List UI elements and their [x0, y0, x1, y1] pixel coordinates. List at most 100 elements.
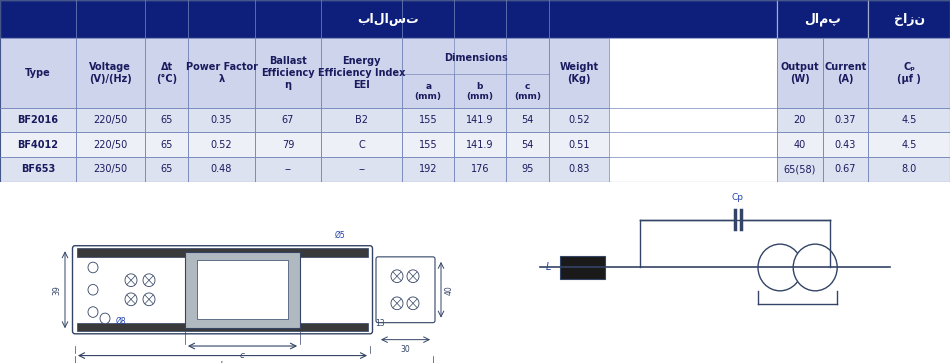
Text: 67: 67 [282, 115, 294, 125]
Bar [188, 157, 255, 182]
Text: 155: 155 [419, 115, 438, 125]
Text: 4.5: 4.5 [902, 140, 917, 150]
Text: 0.37: 0.37 [835, 115, 856, 125]
Circle shape [88, 307, 98, 317]
Text: 0.67: 0.67 [835, 164, 856, 174]
Bar [145, 157, 188, 182]
Bar [197, 260, 288, 319]
Circle shape [407, 270, 419, 282]
Bar [777, 157, 823, 182]
Text: 155: 155 [419, 140, 438, 150]
Text: Δt
(°C): Δt (°C) [156, 62, 177, 84]
Bar [868, 108, 950, 132]
Bar [145, 108, 188, 132]
Bar [454, 157, 505, 182]
Text: Output
(W): Output (W) [781, 62, 819, 84]
Text: خازن: خازن [894, 13, 924, 25]
Bar [188, 132, 255, 157]
Bar [549, 38, 609, 108]
Text: c: c [240, 351, 245, 360]
Bar [145, 38, 188, 108]
Text: a
(mm): a (mm) [415, 82, 442, 101]
Text: 20: 20 [793, 115, 807, 125]
Text: 54: 54 [522, 115, 534, 125]
FancyBboxPatch shape [376, 257, 435, 323]
Text: BF4012: BF4012 [17, 140, 58, 150]
Bar [76, 38, 145, 108]
Circle shape [100, 313, 110, 324]
Text: 8.0: 8.0 [902, 164, 917, 174]
Circle shape [143, 293, 155, 306]
Text: 0.51: 0.51 [568, 140, 590, 150]
Bar [549, 108, 609, 132]
Text: 30: 30 [401, 345, 410, 354]
Circle shape [793, 244, 837, 291]
Bar [868, 38, 950, 108]
Bar [77, 323, 368, 331]
Text: Type: Type [25, 68, 50, 78]
Circle shape [407, 297, 419, 310]
Text: 176: 176 [470, 164, 489, 174]
Text: c
(mm): c (mm) [514, 82, 541, 101]
Circle shape [758, 244, 802, 291]
Text: --: -- [358, 164, 366, 174]
Text: 0.52: 0.52 [211, 140, 233, 150]
Bar [868, 157, 950, 182]
Text: 0.35: 0.35 [211, 115, 232, 125]
Bar [823, 38, 868, 108]
Bar [823, 157, 868, 182]
Text: 4.5: 4.5 [902, 115, 917, 125]
Bar [823, 108, 868, 132]
Bar [505, 108, 549, 132]
Text: b
(mm): b (mm) [466, 82, 493, 101]
Text: 220/50: 220/50 [93, 115, 127, 125]
Bar [0, 157, 76, 182]
Text: Cₚ
(μf ): Cₚ (μf ) [897, 62, 922, 84]
Text: 141.9: 141.9 [466, 140, 494, 150]
Bar [777, 108, 823, 132]
Text: لامپ: لامپ [805, 12, 841, 26]
Text: C: C [358, 140, 365, 150]
Text: --: -- [284, 164, 292, 174]
Bar [185, 252, 300, 328]
Text: 39: 39 [52, 285, 62, 295]
Bar [823, 132, 868, 157]
Text: Cp: Cp [732, 193, 744, 202]
Bar [403, 38, 549, 108]
Text: 54: 54 [522, 140, 534, 150]
Bar [403, 157, 454, 182]
Text: 65: 65 [161, 115, 173, 125]
Circle shape [391, 270, 403, 282]
Bar [255, 157, 321, 182]
Text: 95: 95 [522, 164, 534, 174]
Text: B2: B2 [355, 115, 369, 125]
Text: 0.83: 0.83 [568, 164, 590, 174]
Bar [145, 132, 188, 157]
FancyBboxPatch shape [72, 246, 372, 334]
Bar [777, 132, 823, 157]
Text: 40: 40 [445, 285, 453, 295]
Text: Energy
Efficiency Index
EEI: Energy Efficiency Index EEI [318, 57, 406, 90]
Bar [0, 0, 777, 38]
Bar [188, 108, 255, 132]
Text: 0.43: 0.43 [835, 140, 856, 150]
Text: BF2016: BF2016 [17, 115, 58, 125]
Bar [777, 0, 868, 38]
Text: Ballast
Efficiency
η: Ballast Efficiency η [261, 57, 314, 90]
Circle shape [143, 274, 155, 286]
Circle shape [88, 285, 98, 295]
Bar [76, 157, 145, 182]
Bar [76, 132, 145, 157]
Bar [255, 108, 321, 132]
Bar [0, 132, 76, 157]
Bar [454, 108, 505, 132]
Text: Ø8: Ø8 [116, 317, 126, 326]
Bar [549, 132, 609, 157]
Text: 40: 40 [794, 140, 806, 150]
Text: 0.48: 0.48 [211, 164, 232, 174]
Text: 79: 79 [282, 140, 294, 150]
Bar [777, 38, 823, 108]
Circle shape [125, 293, 137, 306]
Text: 65: 65 [161, 164, 173, 174]
Bar [403, 132, 454, 157]
